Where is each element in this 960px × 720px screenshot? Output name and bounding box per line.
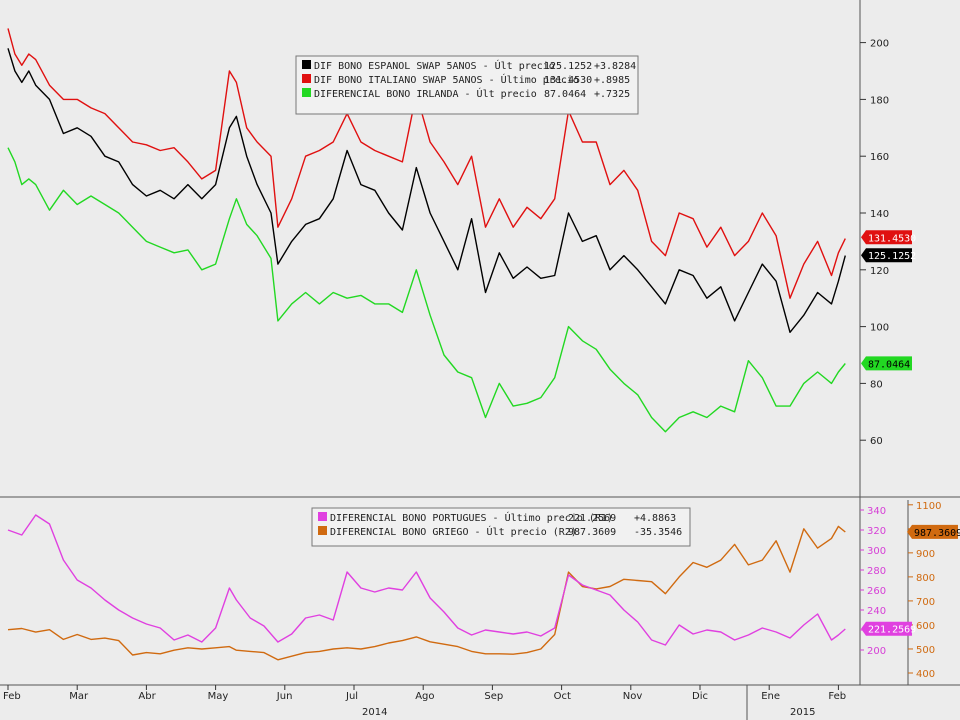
series-line-espanol [7, 48, 846, 333]
top-y-tick-label: 60 [870, 436, 883, 447]
top-legend-box [295, 55, 639, 115]
bottom-r1-tick-label: 260 [867, 586, 886, 597]
legend-layer: DIF BONO ESPANOL SWAP 5ANOS - Últ precio… [295, 55, 691, 547]
x-tick-label: Ago [415, 691, 434, 702]
bottom-r2-tick-label: 400 [916, 669, 935, 680]
bottom-legend: DIFERENCIAL BONO PORTUGUES - Último prec… [311, 507, 691, 547]
top-legend-label: DIF BONO ESPANOL SWAP 5ANOS - Últ precio [314, 59, 555, 72]
top-legend-last-value: 125.1252 [544, 61, 592, 72]
top-y-tick-label: 200 [870, 39, 889, 50]
series-layer [7, 28, 846, 661]
last-tag-italiano: 131.4530 [861, 230, 916, 245]
last-tag-espanol-value: 125.1252 [868, 251, 916, 262]
x-tick-label: Nov [623, 691, 643, 702]
top-legend-last-value: 131.4530 [544, 75, 592, 86]
bottom-legend-label: DIFERENCIAL BONO GRIEGO - Últ precio (R2… [330, 525, 577, 538]
x-tick-label: Abr [138, 691, 156, 702]
x-tick-label: Feb [828, 691, 846, 702]
bottom-r2-tick-label: 800 [916, 573, 935, 584]
bottom-r2-tick-label: 500 [916, 645, 935, 656]
top-y-tick-label: 180 [870, 95, 889, 106]
bottom-r1-tick-label: 200 [867, 646, 886, 657]
year-label-2014: 2014 [362, 707, 387, 718]
bottom-r1-tick-label: 320 [867, 526, 886, 537]
top-y-tick-label: 100 [870, 323, 889, 334]
x-tick-label: Jun [276, 691, 293, 702]
bottom-legend-label: DIFERENCIAL BONO PORTUGUES - Último prec… [330, 511, 613, 524]
top-legend-swatch [302, 60, 311, 69]
x-tick-label: Oct [554, 691, 571, 702]
x-tick-label: Sep [484, 691, 503, 702]
top-y-tick-label: 160 [870, 152, 889, 163]
top-legend-change: +.7325 [594, 89, 630, 100]
last-tag-espanol-box [861, 248, 912, 263]
last-tag-italiano-box [861, 230, 912, 245]
last-tag-irlanda: 87.0464 [861, 356, 912, 371]
last-tag-portugues-box [861, 621, 912, 636]
x-tick-label: Dic [692, 691, 708, 702]
series-line-irlanda [7, 147, 846, 433]
top-y-tick-label: 120 [870, 266, 889, 277]
top-legend-label: DIFERENCIAL BONO IRLANDA - Últ precio [314, 87, 537, 100]
last-tag-griego-value: 987.3609 [914, 528, 960, 539]
bottom-legend-change: +4.8863 [634, 513, 676, 524]
last-tag-irlanda-value: 87.0464 [868, 359, 910, 370]
last-tag-italiano-value: 131.4530 [868, 233, 916, 244]
top-legend-last-value: 87.0464 [544, 89, 586, 100]
top-legend-change: +3.8284 [594, 61, 636, 72]
bottom-r1-tick-label: 280 [867, 566, 886, 577]
bottom-r1-tick-label: 340 [867, 506, 886, 517]
x-tick-label: Feb [3, 691, 21, 702]
top-legend: DIF BONO ESPANOL SWAP 5ANOS - Últ precio… [295, 55, 639, 115]
last-tag-griego: 987.3609 [907, 524, 960, 539]
bottom-r2-tick-label: 1100 [916, 501, 941, 512]
bottom-r2-tick-label: 700 [916, 597, 935, 608]
x-tick-label: Jul [345, 691, 358, 702]
bottom-legend-change: -35.3546 [634, 527, 682, 538]
top-legend-label: DIF BONO ITALIANO SWAP 5ANOS - Último pr… [314, 73, 579, 86]
last-tag-irlanda-box [861, 356, 912, 371]
year-label-2015: 2015 [790, 707, 815, 718]
x-tick-label: Mar [69, 691, 89, 702]
bottom-r2-tick-label: 900 [916, 549, 935, 560]
bottom-legend-swatch [318, 512, 327, 521]
series-line-italiano [7, 28, 846, 299]
axis-layer: 6080100120140160180200200220240260280300… [3, 39, 960, 720]
top-y-tick-label: 140 [870, 209, 889, 220]
x-tick-label: Ene [761, 691, 780, 702]
last-tag-griego-box [907, 524, 958, 539]
bottom-legend-last-value: 221.2569 [568, 513, 616, 524]
top-legend-swatch [302, 88, 311, 97]
bottom-r2-tick-label: 600 [916, 621, 935, 632]
top-legend-swatch [302, 74, 311, 83]
top-y-tick-label: 80 [870, 379, 883, 390]
bottom-r1-tick-label: 300 [867, 546, 886, 557]
bottom-legend-swatch [318, 526, 327, 535]
last-tag-espanol: 125.1252 [861, 248, 916, 263]
series-line-portugues [7, 514, 846, 646]
grid-layer [0, 0, 960, 686]
x-tick-label: May [208, 691, 229, 702]
bottom-legend-last-value: 987.3609 [568, 527, 616, 538]
bottom-legend-box [311, 507, 691, 547]
last-tag-portugues: 221.2569 [861, 621, 916, 636]
top-legend-change: +.8985 [594, 75, 630, 86]
last-tag-portugues-value: 221.2569 [868, 625, 916, 636]
series-line-griego [7, 525, 846, 661]
bottom-r1-tick-label: 240 [867, 606, 886, 617]
